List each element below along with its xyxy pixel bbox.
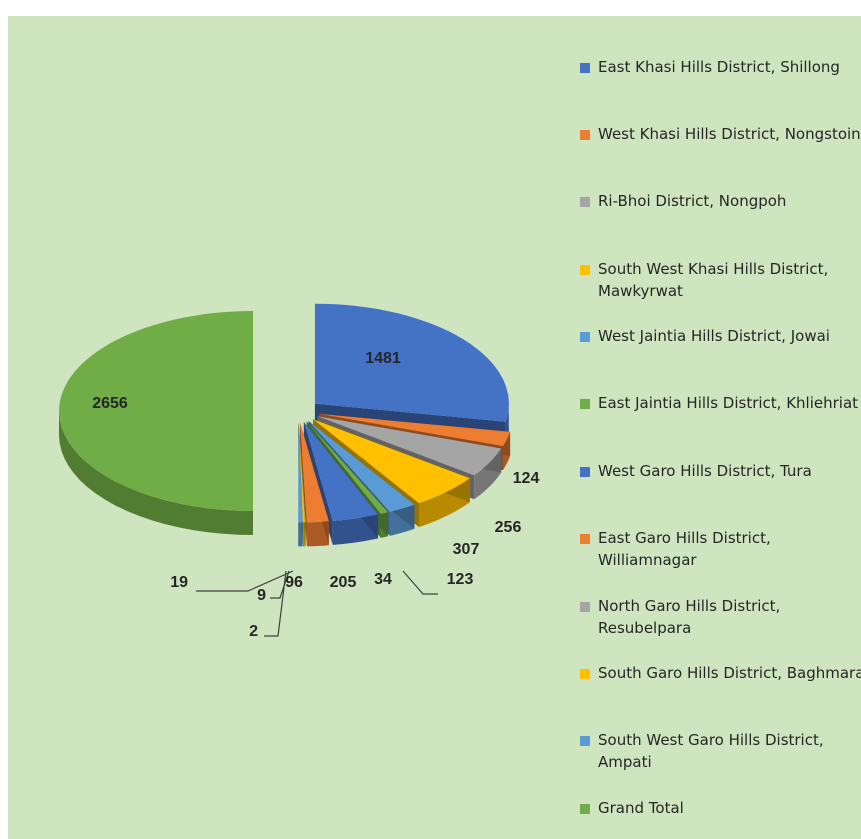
- data-label-12: 2656: [92, 395, 128, 412]
- legend-label: Grand Total: [598, 799, 684, 817]
- data-label-9: 2: [249, 623, 258, 640]
- legend-label: West Garo Hills District, Tura: [598, 462, 812, 480]
- legend-swatch: [580, 63, 590, 73]
- legend-label: South West Garo Hills District, Ampati: [598, 731, 824, 771]
- legend-swatch: [580, 197, 590, 207]
- data-label-10: 9: [257, 587, 266, 604]
- legend-swatch: [580, 602, 590, 612]
- legend-label: North Garo Hills District, Resubelpara: [598, 597, 781, 637]
- legend-label: West Khasi Hills District, Nongstoin: [598, 125, 861, 143]
- legend-swatch: [580, 130, 590, 140]
- leader-line-10: [270, 570, 290, 599]
- pie-slice-12: [59, 311, 253, 535]
- legend-label: Ri-Bhoi District, Nongpoh: [598, 192, 787, 210]
- legend-swatch: [580, 534, 590, 544]
- legend-label: East Jaintia Hills District, Khliehriat: [598, 394, 859, 412]
- legend-label: South Garo Hills District, Baghmara: [598, 664, 861, 682]
- leader-line-11: [196, 570, 294, 592]
- legend-label: South West Khasi Hills District, Mawkyrw…: [598, 260, 829, 300]
- leader-line-5: [402, 570, 438, 595]
- data-label-2: 124: [513, 470, 540, 487]
- legend-label: East Khasi Hills District, Shillong: [598, 58, 840, 76]
- pie-slice-7: [303, 422, 378, 545]
- legend-swatch: [580, 467, 590, 477]
- data-label-1: 1481: [365, 350, 401, 367]
- legend-swatch: [580, 736, 590, 746]
- chart-area: 1481 124 256 307 123 34 205 96 2 9 19 2656 East Kha…: [8, 16, 861, 839]
- leader-line-9: [264, 570, 287, 637]
- legend-swatch: [580, 399, 590, 409]
- pie-slice-8: [300, 422, 329, 547]
- data-label-8: 96: [285, 574, 303, 591]
- legend-label: East Garo Hills District, Williamnagar: [598, 529, 771, 569]
- legend-swatch: [580, 669, 590, 679]
- data-label-3: 256: [495, 519, 522, 536]
- data-label-6: 34: [374, 571, 392, 588]
- data-label-7: 205: [330, 574, 357, 591]
- legend-swatch: [580, 265, 590, 275]
- legend-swatch: [580, 804, 590, 814]
- data-label-11: 19: [170, 574, 188, 591]
- data-label-4: 307: [453, 541, 480, 558]
- legend-swatch: [580, 332, 590, 342]
- pie-slice-11: [298, 422, 303, 547]
- data-label-5: 123: [447, 571, 474, 588]
- legend-label: West Jaintia Hills District, Jowai: [598, 327, 830, 345]
- pie-chart: 1481 124 256 307 123 34 205 96 2 9 19 2656: [59, 303, 540, 640]
